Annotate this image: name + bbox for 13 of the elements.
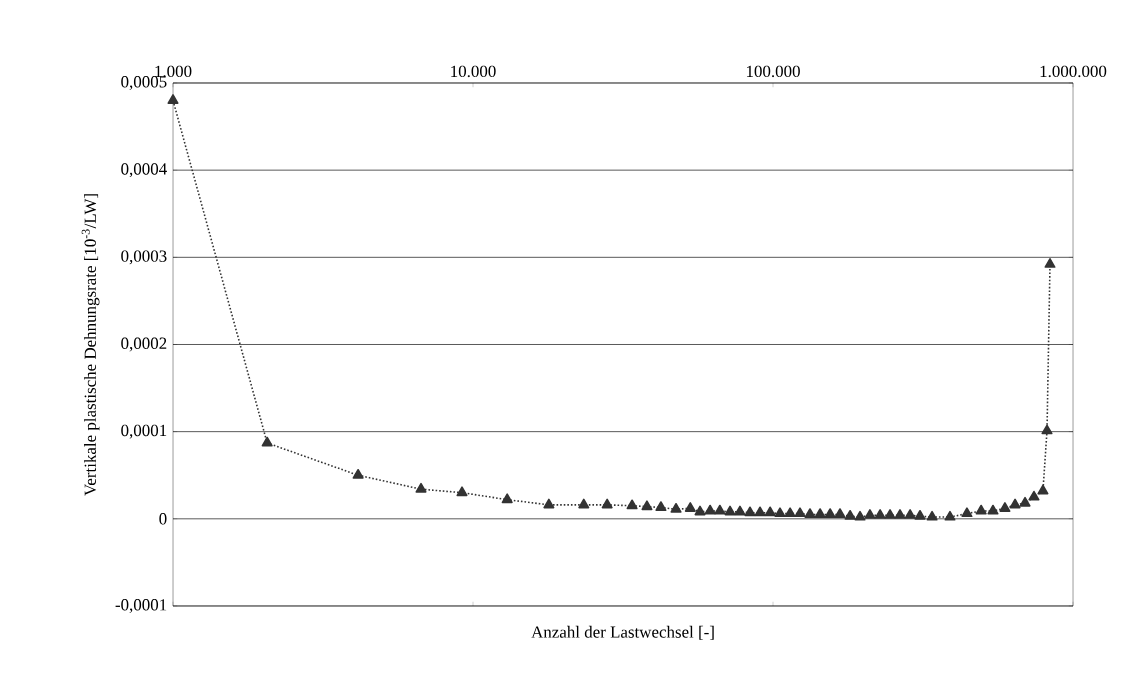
y-tick-label: -0,0001 (115, 599, 167, 613)
x-tick-label: 10.000 (451, 65, 496, 78)
y-tick-label: 0,0004 (121, 163, 167, 178)
y-tick-label: 0,0001 (121, 424, 167, 439)
x-tick-label: 100.000 (746, 65, 800, 78)
y-axis-title: Vertikale plastische Dehnungsrate [10$^{-3}$/LW] (81, 194, 100, 496)
y-tick-label: 0,0003 (121, 250, 167, 265)
x-axis-title: Anzahl der Lastwechsel [-] (531, 625, 714, 640)
x-tick-label: 1.000.000 (1040, 65, 1107, 78)
y-tick-label: 0,0002 (121, 337, 167, 352)
y-tick-label: 0 (159, 513, 167, 525)
x-tick-label: 1.000 (155, 65, 192, 78)
y-tick-label: 0,0005 (121, 76, 167, 90)
